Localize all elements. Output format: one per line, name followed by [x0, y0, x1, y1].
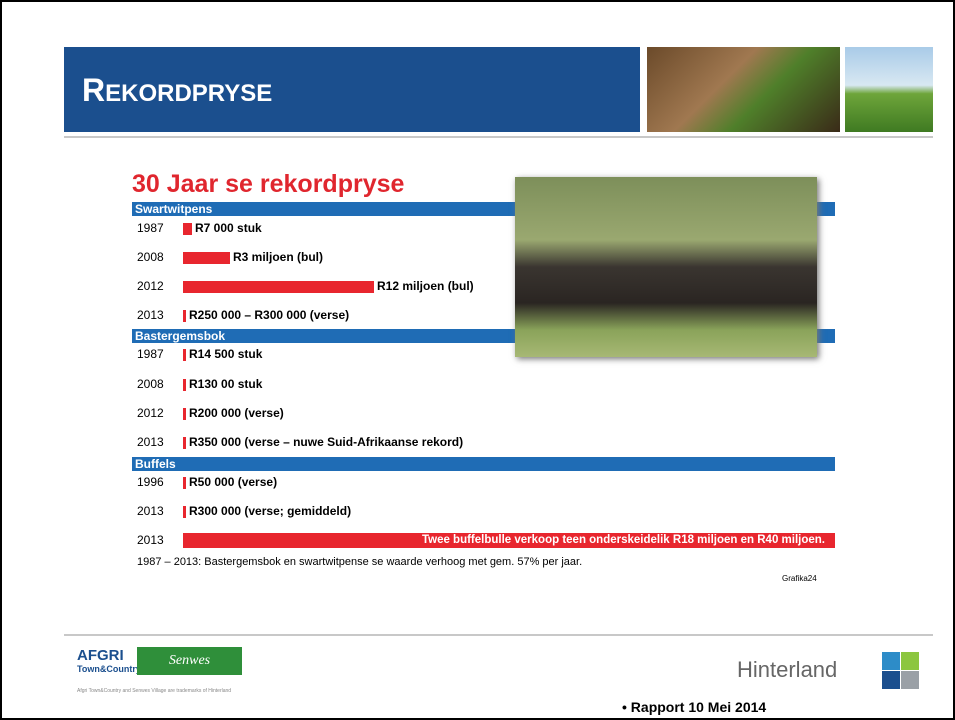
row: 2012 R12 miljoen (bul) [137, 278, 474, 294]
year: 2013 [137, 533, 164, 547]
bar [183, 476, 186, 489]
title-banner [64, 47, 640, 132]
label: R130 00 stuk [189, 377, 263, 391]
label: R3 miljoen (bul) [233, 250, 323, 264]
logo-square [901, 652, 919, 670]
year: 2012 [137, 406, 164, 420]
year: 1996 [137, 475, 164, 489]
bar [183, 407, 186, 420]
year: 2012 [137, 279, 164, 293]
slide-title: REKORDPRYSE [82, 72, 273, 108]
bar [183, 251, 230, 264]
logo-square [901, 671, 919, 689]
buffalo-photo [515, 177, 817, 357]
bar [183, 309, 186, 322]
label: R7 000 stuk [195, 221, 262, 235]
label: R12 miljoen (bul) [377, 279, 474, 293]
bar [183, 505, 186, 518]
afgri-logo: AFGRI [77, 647, 124, 664]
bar [183, 378, 186, 391]
town-country: Town&Country [77, 664, 141, 674]
year: 1987 [137, 221, 164, 235]
label: R200 000 (verse) [189, 406, 284, 420]
bullet-text: Rapport 10 Mei 2014 [630, 699, 767, 715]
bullet: • Rapport 10 Mei 2014 [622, 699, 767, 715]
row: 2013 R250 000 – R300 000 (verse) [137, 307, 349, 323]
logo-square [882, 671, 900, 689]
year: 2008 [137, 377, 164, 391]
year: 2013 [137, 504, 164, 518]
row: 2008 R3 miljoen (bul) [137, 249, 323, 265]
footnote: 1987 – 2013: Bastergemsbok en swartwitpe… [137, 556, 583, 568]
bar [183, 348, 186, 361]
hinterland-logo: Hinterland [737, 657, 838, 682]
row: 2012 R200 000 (verse) [137, 405, 284, 421]
photo-field [845, 47, 933, 132]
label: R250 000 – R300 000 (verse) [189, 308, 350, 322]
trademark: Afgri Town&Country and Senwes Village ar… [77, 688, 232, 694]
label: R350 000 (verse – nuwe Suid-Afrikaanse r… [189, 435, 464, 449]
year: 2008 [137, 250, 164, 264]
divider [64, 634, 933, 636]
row: 1987 R7 000 stuk [137, 220, 262, 236]
label: R50 000 (verse) [189, 475, 278, 489]
row: 2013 R350 000 (verse – nuwe Suid-Afrikaan… [137, 434, 463, 450]
year: 2013 [137, 435, 164, 449]
row: 1987 R14 500 stuk [137, 346, 262, 362]
bar [183, 280, 374, 293]
section-header: Buffels [132, 457, 835, 471]
bar-label: Twee buffelbulle verkoop teen onderskeid… [183, 533, 835, 549]
photo-hands [647, 47, 840, 132]
year: 1987 [137, 347, 164, 361]
source: Grafika24 [782, 574, 817, 583]
row: 2013 Twee buffelbulle verkoop teen onders… [137, 532, 838, 549]
divider [64, 136, 933, 138]
row: 2008 R130 00 stuk [137, 376, 262, 392]
bar [183, 222, 192, 235]
infographic-title: 30 Jaar se rekordpryse [132, 170, 405, 198]
row: 1996 R50 000 (verse) [137, 474, 277, 490]
bar [183, 436, 186, 449]
label: R14 500 stuk [189, 347, 263, 361]
senwes-logo: Senwes [137, 647, 242, 675]
logo-square [882, 652, 900, 670]
row: 2013 R300 000 (verse; gemiddeld) [137, 503, 351, 519]
label: R300 000 (verse; gemiddeld) [189, 504, 352, 518]
year: 2013 [137, 308, 164, 322]
